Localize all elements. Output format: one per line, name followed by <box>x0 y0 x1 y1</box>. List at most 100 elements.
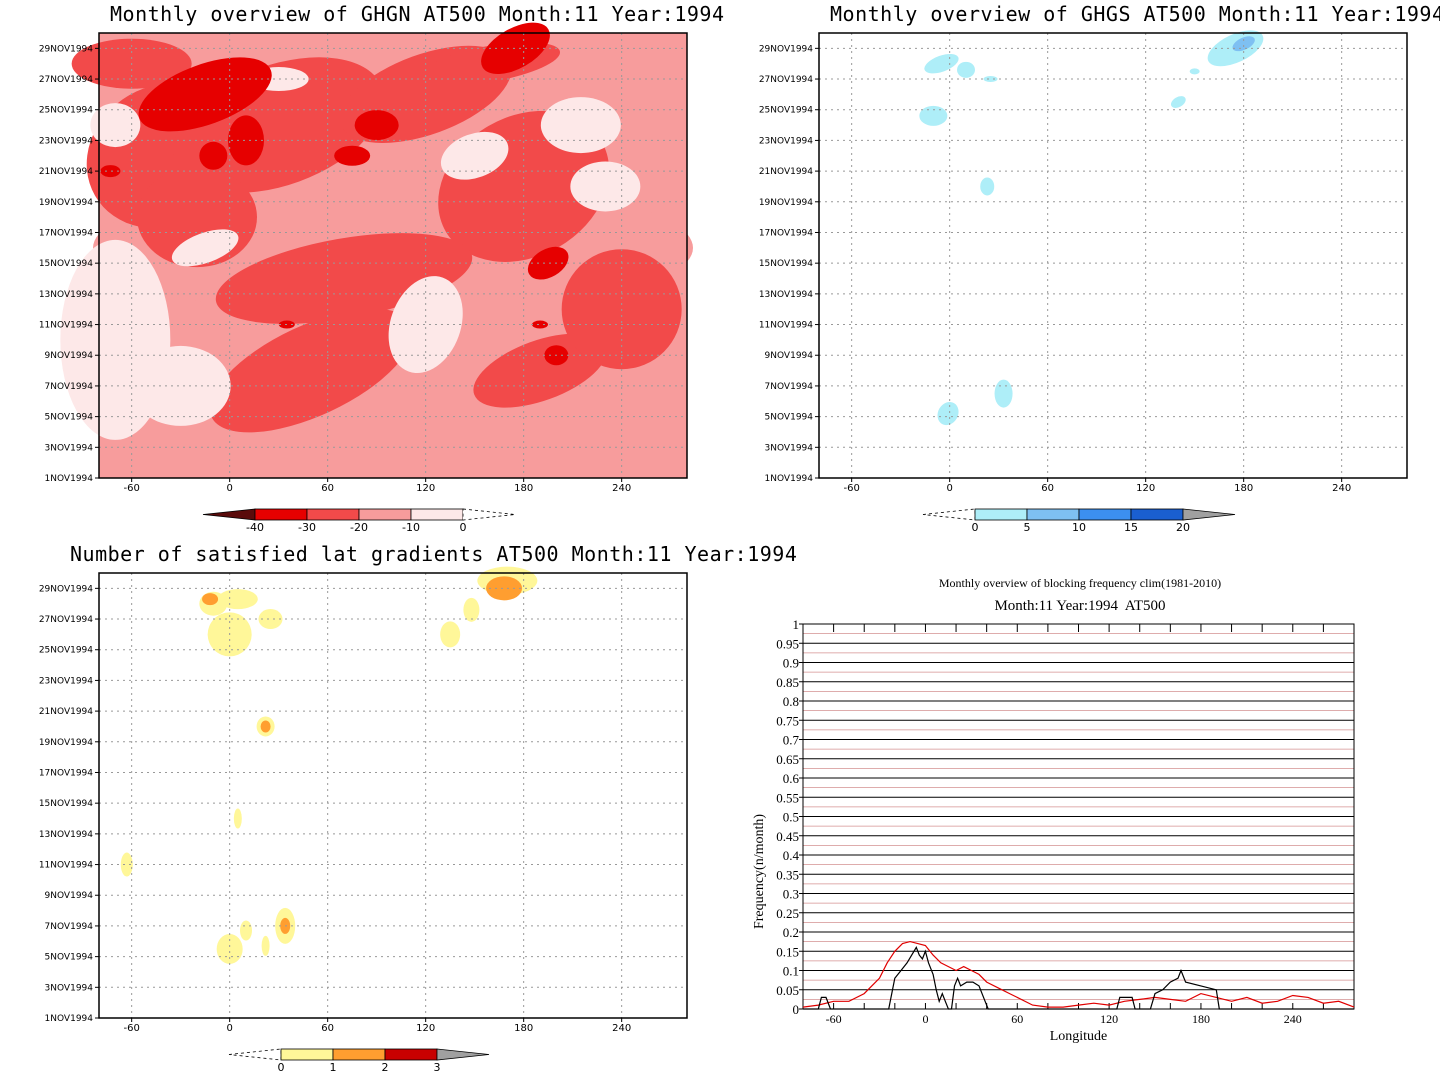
contour-region <box>440 621 461 648</box>
y-tick-label: 1NOV1994 <box>765 474 814 484</box>
y-tick-label: 13NOV1994 <box>759 290 813 300</box>
y-tick-label: 0.55 <box>776 790 799 805</box>
y-tick-label: 0.85 <box>776 675 799 690</box>
y-tick-label: 19NOV1994 <box>759 198 813 208</box>
colorbar-label: 1 <box>330 1061 337 1074</box>
contour-region <box>120 852 133 877</box>
colorbar-label: 15 <box>1124 521 1138 534</box>
y-tick-label: 9NOV1994 <box>765 351 814 361</box>
y-tick-label: 7NOV1994 <box>45 922 94 932</box>
x-tick-label: -60 <box>843 483 859 494</box>
y-tick-label: 0.35 <box>776 867 799 882</box>
y-tick-label: 13NOV1994 <box>39 830 93 840</box>
x-tick-label: 120 <box>416 1023 435 1034</box>
y-tick-label: 1 <box>793 617 800 632</box>
x-tick-label: 180 <box>514 1023 533 1034</box>
y-tick-label: 3NOV1994 <box>45 443 94 453</box>
colorbar-segment <box>306 508 360 521</box>
colorbar-segment <box>384 1048 438 1061</box>
y-tick-label: 21NOV1994 <box>759 167 813 177</box>
contour-region <box>527 246 569 280</box>
colorbar-label: 10 <box>1072 521 1086 534</box>
contour-region <box>334 145 371 166</box>
y-tick-label: 0.8 <box>783 694 799 709</box>
colorbar-label: -20 <box>350 521 368 534</box>
ghgs-panel: Monthly overview of GHGS AT500 Month:11 … <box>720 0 1440 545</box>
y-tick-label: 1NOV1994 <box>45 474 94 484</box>
colorbar-segment <box>1078 508 1132 521</box>
y-tick-label: 25NOV1994 <box>759 106 813 116</box>
colorbar-segment <box>280 1048 334 1061</box>
colorbar-label: 2 <box>382 1061 389 1074</box>
lat-gradients-panel: Number of satisfied lat gradients AT500 … <box>0 540 797 1091</box>
colorbar-arrow <box>922 508 976 521</box>
lat-gradients-plot: -60 0 60 120 180 2401NOV19943NOV19945NOV19947… <box>39 566 688 1074</box>
y-tick-label: 11NOV1994 <box>39 861 93 871</box>
y-tick-label: 7NOV1994 <box>45 382 94 392</box>
y-tick-label: 13NOV1994 <box>39 290 93 300</box>
contour-region <box>937 402 959 426</box>
contour-region <box>980 177 995 196</box>
contour-region <box>217 589 258 610</box>
x-tick-label: -60 <box>123 483 139 494</box>
y-tick-label: 0.4 <box>783 848 800 863</box>
colorbar-arrow <box>436 1048 490 1061</box>
contour-region <box>233 808 242 829</box>
y-tick-label: 29NOV1994 <box>759 44 813 54</box>
x-tick-label: 0 <box>946 483 952 494</box>
y-tick-label: 29NOV1994 <box>39 584 93 594</box>
contour-region <box>258 609 283 630</box>
x-tick-label: 180 <box>1192 1012 1210 1026</box>
y-tick-label: 27NOV1994 <box>759 75 813 85</box>
chart-subtitle: Month:11 Year:1994 AT500 <box>994 598 1166 614</box>
y-tick-label: 19NOV1994 <box>39 738 93 748</box>
colorbar-label: -10 <box>402 521 420 534</box>
colorbar-label: 0 <box>972 521 979 534</box>
x-tick-label: 240 <box>1332 483 1351 494</box>
contour-region <box>957 61 975 78</box>
plot-frame <box>818 32 1408 479</box>
x-tick-label: 120 <box>1136 483 1155 494</box>
blocking-frequency-plot: -60 0 60 120 180 240 0 0.05 0.1 0.15 0.2 0.25 0.3 0.3… <box>752 617 1355 1044</box>
contour-region <box>261 69 296 89</box>
contour-region <box>994 379 1013 408</box>
x-tick-label: 60 <box>321 1023 334 1034</box>
contour-region <box>1232 36 1255 52</box>
y-tick-label: 15NOV1994 <box>39 259 93 269</box>
y-tick-label: 27NOV1994 <box>39 615 93 625</box>
chart-title: Monthly overview of blocking frequency c… <box>938 576 1222 590</box>
colorbar-arrow <box>202 508 256 521</box>
x-tick-label: 180 <box>514 483 533 494</box>
contour-region <box>228 115 264 166</box>
contour-region <box>216 933 243 964</box>
y-tick-label: 5NOV1994 <box>45 413 94 423</box>
contour-region <box>260 720 271 733</box>
colorbar-label: -40 <box>246 521 264 534</box>
y-tick-label: 29NOV1994 <box>39 44 93 54</box>
contour-region <box>481 22 550 75</box>
contour-region <box>540 97 621 154</box>
y-tick-label: 17NOV1994 <box>759 228 813 238</box>
colorbar-label: 0 <box>278 1061 285 1074</box>
y-tick-label: 0.6 <box>783 771 800 786</box>
y-tick-label: 0 <box>793 1002 800 1017</box>
ghgs-plot: -60 0 60 120 180 240 1NOV1994 3NOV1994 5NOV1994 7… <box>759 30 1408 534</box>
x-tick-label: 0 <box>226 483 232 494</box>
y-tick-label: 0.7 <box>783 733 800 748</box>
y-tick-label: 21NOV1994 <box>39 707 93 717</box>
x-tick-label: 60 <box>321 483 334 494</box>
y-tick-label: 0.15 <box>776 944 799 959</box>
contour-region <box>100 165 121 178</box>
contour-region <box>924 53 959 74</box>
x-tick-label: 0 <box>922 1012 928 1026</box>
y-tick-label: 15NOV1994 <box>759 259 813 269</box>
y-tick-label: 9NOV1994 <box>45 891 94 901</box>
ghgn-panel: Monthly overview of GHGN AT500 Month:11 … <box>0 0 724 545</box>
y-tick-label: 17NOV1994 <box>39 768 93 778</box>
contour-region <box>532 320 548 329</box>
colorbar-segment <box>974 508 1028 521</box>
contour-region <box>261 935 270 956</box>
contour-region <box>138 57 272 132</box>
ghgn-plot: -60 0 60 120 180 240 1NOV1994 3NOV1994 5NOV1994 7… <box>39 22 693 534</box>
colorbar-segment <box>410 508 464 521</box>
